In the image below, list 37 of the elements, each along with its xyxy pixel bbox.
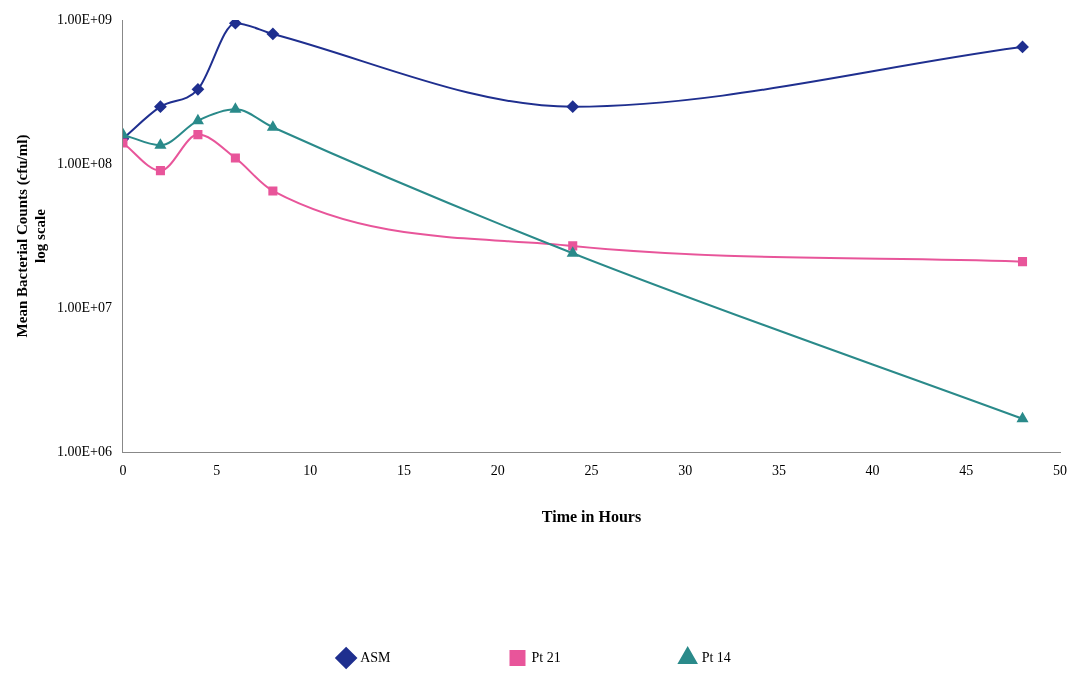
point: [193, 130, 203, 140]
point: [266, 27, 279, 40]
point: [154, 100, 167, 113]
point: [230, 103, 241, 113]
point: [229, 20, 242, 30]
x-tick-label: 45: [959, 463, 974, 479]
point: [230, 153, 240, 163]
x-tick-label: 0: [119, 463, 127, 479]
point: [192, 114, 204, 125]
y-tick-label: 1.00E+06: [56, 443, 112, 459]
legend-label: ASM: [360, 649, 392, 665]
x-tick-label: 10: [303, 463, 318, 479]
point: [268, 186, 278, 196]
x-tick-label: 30: [678, 463, 693, 479]
x-axis-title: Time in Hours: [541, 507, 642, 525]
point: [1017, 412, 1028, 423]
x-tick-label: 5: [213, 463, 221, 479]
point: [191, 83, 204, 96]
legend-label: Pt 14: [701, 649, 731, 665]
x-tick-label: 40: [865, 463, 880, 479]
x-tick-label: 25: [584, 463, 599, 479]
point: [1017, 257, 1028, 267]
point: [567, 247, 579, 257]
y-tick-label: 1.00E+08: [56, 155, 112, 171]
x-tick-label: 15: [397, 463, 412, 479]
point: [566, 100, 579, 113]
y-tick-label: 1.00E+09: [56, 11, 112, 27]
x-tick-label: 35: [771, 463, 786, 479]
point: [267, 121, 279, 131]
x-tick-label: 20: [490, 463, 505, 479]
point: [155, 166, 165, 176]
point: [1016, 40, 1029, 53]
y-axis-title: Mean Bacterial Counts (cfu/ml) log scale: [13, 134, 48, 338]
point: [155, 139, 166, 149]
legend-label: Pt 21: [531, 649, 561, 665]
y-tick-label: 1.00E+07: [56, 299, 112, 315]
x-tick-label: 50: [1053, 463, 1067, 479]
